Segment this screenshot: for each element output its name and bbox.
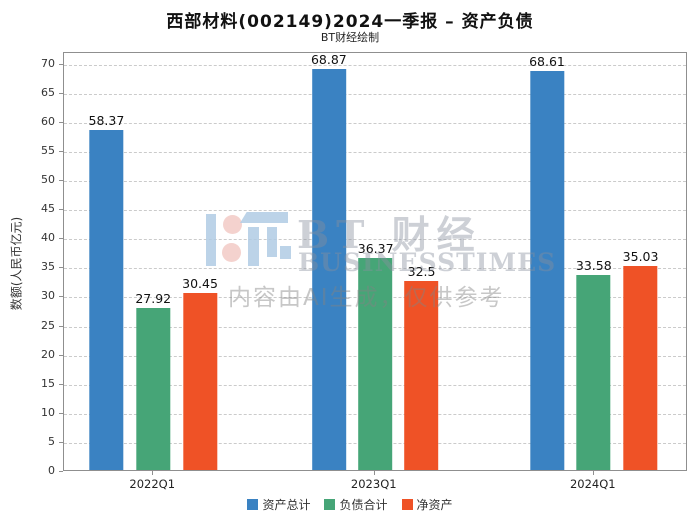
y-tick-mark [59, 412, 63, 414]
y-tick-mark [59, 150, 63, 152]
y-tick-label: 70 [41, 56, 55, 70]
legend: 资产总计 负债合计 净资产 [0, 496, 700, 513]
y-tick-mark [59, 441, 63, 443]
bar-value-label: 30.45 [182, 275, 218, 291]
legend-label: 负债合计 [339, 498, 388, 512]
y-tick-mark [59, 63, 63, 65]
bar-资产总计 [89, 130, 124, 470]
y-tick-label: 25 [41, 318, 55, 332]
x-tick-label: 2023Q1 [350, 477, 397, 491]
legend-label: 净资产 [416, 498, 453, 512]
bar-value-label: 58.37 [88, 113, 125, 129]
gridline [64, 181, 686, 183]
bar-value-label: 35.03 [622, 249, 659, 265]
gridline [64, 210, 686, 212]
bar-column: 58.37 [88, 113, 125, 470]
bar-负债合计 [358, 258, 393, 470]
legend-swatch-icon [247, 499, 259, 510]
y-tick-mark [59, 238, 63, 240]
chart-title: 西部材料(002149)2024一季报 – 资产负债 [166, 12, 534, 32]
bar-净资产 [404, 280, 439, 470]
bar-value-label: 33.58 [575, 257, 612, 273]
bar-column: 33.58 [576, 258, 612, 470]
bar-value-label: 68.61 [529, 53, 565, 69]
bar-资产总计 [529, 70, 564, 470]
bar-group-2023Q1: 68.87 36.37 32.5 [311, 52, 439, 470]
y-tick-label: 65 [41, 85, 55, 99]
bar-负债合计 [136, 307, 171, 470]
y-tick-label: 10 [41, 405, 55, 419]
bar-column: 36.37 [358, 241, 394, 470]
x-tick-label: 2024Q1 [569, 477, 616, 491]
x-tick-mark [592, 471, 594, 475]
chart-subtitle: BT财经绘制 [320, 31, 380, 44]
x-tick-label: 2022Q1 [129, 477, 176, 491]
bar-value-label: 36.37 [357, 241, 394, 257]
y-tick-label: 55 [41, 143, 55, 157]
legend-item-负债合计: 负债合计 [324, 496, 388, 513]
y-tick-mark [59, 471, 63, 472]
y-tick-mark [59, 325, 63, 327]
bar-group-2022Q1: 58.37 27.92 30.45 [89, 113, 218, 470]
y-tick-mark [59, 121, 63, 123]
bar-负债合计 [576, 274, 611, 470]
plot-area: 58.37 27.92 30.45 68.87 36.37 32.5 68.61 33.58 3… [63, 52, 687, 471]
y-tick-label: 40 [41, 231, 55, 245]
y-tick-label: 35 [41, 260, 55, 274]
y-tick-mark [59, 354, 63, 356]
legend-swatch-icon [401, 499, 413, 510]
y-tick-mark [59, 180, 63, 182]
bar-column: 30.45 [182, 276, 218, 470]
gridline [64, 64, 686, 66]
gridline [64, 93, 686, 95]
bar-资产总计 [311, 69, 346, 470]
bar-group-2024Q1: 68.61 33.58 35.03 [529, 54, 658, 470]
y-tick-label: 45 [41, 202, 55, 216]
bar-column: 27.92 [135, 291, 171, 470]
bar-value-label: 68.87 [310, 52, 347, 68]
y-tick-label: 30 [41, 289, 55, 303]
legend-label: 资产总计 [262, 498, 311, 512]
y-tick-label: 15 [41, 376, 55, 390]
bar-column: 32.5 [404, 263, 439, 470]
y-tick-label: 0 [48, 464, 55, 477]
bar-value-label: 32.5 [407, 263, 436, 279]
bar-column: 35.03 [622, 249, 659, 470]
y-tick-mark [59, 267, 63, 269]
y-tick-mark [59, 92, 63, 94]
gridline [64, 151, 686, 153]
y-tick-label: 60 [41, 114, 55, 128]
legend-item-资产总计: 资产总计 [247, 496, 310, 513]
y-tick-mark [59, 209, 63, 211]
y-tick-label: 50 [41, 173, 55, 187]
legend-item-净资产: 净资产 [401, 496, 453, 513]
y-tick-label: 5 [48, 434, 55, 448]
bar-column: 68.61 [529, 54, 565, 470]
y-tick-label: 20 [41, 347, 55, 361]
bar-value-label: 27.92 [135, 290, 172, 306]
gridline [64, 239, 686, 241]
bar-column: 68.87 [311, 52, 347, 470]
legend-swatch-icon [324, 499, 336, 510]
bar-净资产 [183, 292, 218, 470]
gridline [64, 122, 686, 124]
y-tick-mark [59, 383, 63, 385]
bar-净资产 [623, 266, 658, 470]
y-tick-mark [59, 296, 63, 298]
x-tick-mark [152, 471, 154, 475]
x-tick-mark [373, 471, 375, 475]
